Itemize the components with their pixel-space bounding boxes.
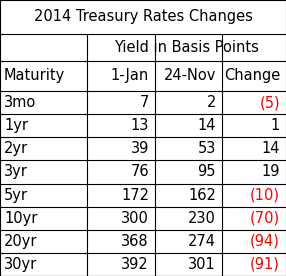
Text: 39: 39 [131, 141, 149, 156]
Text: Maturity: Maturity [4, 68, 65, 84]
Text: 274: 274 [188, 234, 216, 249]
Text: 1yr: 1yr [4, 118, 28, 133]
Text: 162: 162 [188, 188, 216, 203]
Text: 2014 Treasury Rates Changes: 2014 Treasury Rates Changes [33, 9, 253, 25]
Text: 95: 95 [198, 164, 216, 179]
Text: (10): (10) [250, 188, 280, 203]
Text: (94): (94) [250, 234, 280, 249]
Text: 230: 230 [188, 211, 216, 226]
Text: 301: 301 [188, 257, 216, 272]
Text: 2: 2 [206, 95, 216, 110]
Text: 5yr: 5yr [4, 188, 28, 203]
Text: 19: 19 [261, 164, 280, 179]
Text: 172: 172 [121, 188, 149, 203]
Text: 368: 368 [121, 234, 149, 249]
Text: 24-Nov: 24-Nov [164, 68, 216, 84]
Text: Yield in Basis Points: Yield in Basis Points [114, 40, 259, 55]
Text: Change: Change [224, 68, 280, 84]
Text: 1-Jan: 1-Jan [111, 68, 149, 84]
Text: 3yr: 3yr [4, 164, 28, 179]
Text: 3mo: 3mo [4, 95, 36, 110]
Text: 20yr: 20yr [4, 234, 37, 249]
Text: 53: 53 [198, 141, 216, 156]
Text: 392: 392 [121, 257, 149, 272]
Text: 30yr: 30yr [4, 257, 37, 272]
Text: (91): (91) [250, 257, 280, 272]
Text: 300: 300 [121, 211, 149, 226]
Text: 14: 14 [261, 141, 280, 156]
Text: 14: 14 [198, 118, 216, 133]
Text: (5): (5) [259, 95, 280, 110]
Text: 2yr: 2yr [4, 141, 28, 156]
Text: 13: 13 [131, 118, 149, 133]
Text: 76: 76 [130, 164, 149, 179]
Text: (70): (70) [250, 211, 280, 226]
Text: 10yr: 10yr [4, 211, 37, 226]
Text: 1: 1 [271, 118, 280, 133]
Text: 7: 7 [140, 95, 149, 110]
